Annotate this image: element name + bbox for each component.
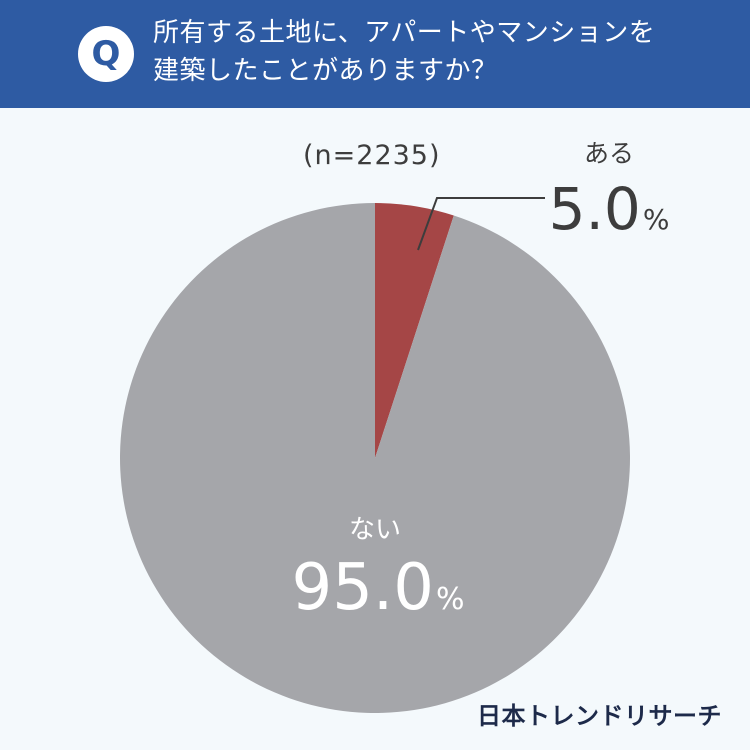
slice-label-no: ない <box>349 515 401 545</box>
slice-value-no-unit: % <box>436 582 465 617</box>
slice-label-yes: ある <box>584 139 634 168</box>
slice-value-yes-number: 5.0 <box>549 175 641 243</box>
pie-slice-no <box>120 203 630 713</box>
question-line-1: 所有する土地に、アパートやマンションを <box>153 18 656 48</box>
brand-logo: 日本トレンドリサーチ <box>477 702 722 730</box>
question-line-2: 建築したことがありますか？ <box>153 56 498 86</box>
slice-value-yes: 5.0% <box>549 175 670 243</box>
question-badge: Q <box>78 26 134 82</box>
pie-slice-yes <box>375 203 454 458</box>
slice-value-yes-unit: % <box>643 203 670 236</box>
question-header: Q 所有する土地に、アパートやマンションを 建築したことがありますか？ <box>0 0 750 108</box>
leader-line-yes <box>417 197 545 251</box>
slice-value-no-number: 95.0 <box>291 551 434 625</box>
slice-value-no: 95.0% <box>291 551 464 625</box>
question-text: 所有する土地に、アパートやマンションを 建築したことがありますか？ <box>153 14 713 90</box>
sample-size-label: (n=2235) <box>303 140 441 171</box>
